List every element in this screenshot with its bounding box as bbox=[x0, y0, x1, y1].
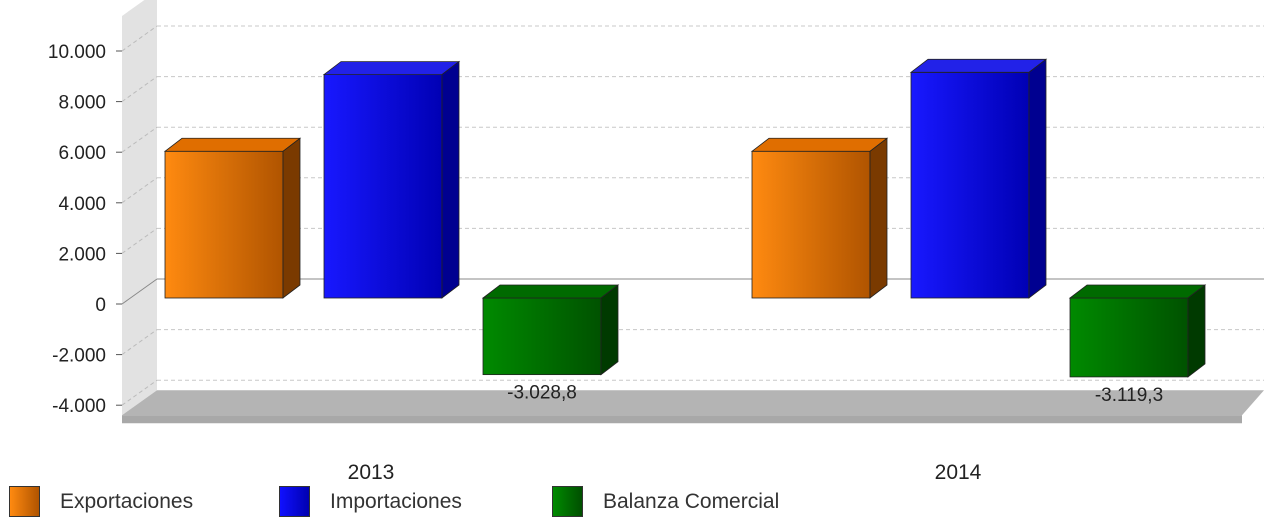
bar-exportaciones-2014 bbox=[750, 137, 889, 299]
gridline-diagonal bbox=[121, 379, 158, 406]
bar-front bbox=[910, 71, 1030, 299]
bar-top bbox=[1068, 284, 1207, 299]
bar-front bbox=[323, 74, 443, 299]
gridline-diagonal bbox=[121, 227, 158, 254]
legend-item-exportaciones: Exportaciones bbox=[9, 486, 193, 517]
bar-front bbox=[482, 297, 602, 376]
floor-edge bbox=[122, 415, 1242, 424]
plot-background bbox=[122, 0, 1264, 424]
legend-label-exportaciones: Exportaciones bbox=[60, 489, 194, 513]
bar-side bbox=[1028, 58, 1047, 299]
legend-item-importaciones: Importaciones bbox=[279, 486, 462, 517]
side-wall bbox=[122, 0, 157, 416]
y-tick-label: -2.000 bbox=[52, 346, 106, 367]
gridline-diagonal bbox=[121, 329, 158, 356]
gridline-diagonal bbox=[121, 177, 158, 204]
gridline-diagonal bbox=[121, 126, 158, 153]
y-tick-label: -4.000 bbox=[52, 396, 106, 417]
bars bbox=[163, 58, 1207, 378]
y-tick-label: 4.000 bbox=[58, 194, 106, 215]
floor bbox=[122, 390, 1264, 416]
bar-importaciones-2014 bbox=[909, 58, 1048, 299]
y-tick-label: 10.000 bbox=[48, 42, 106, 63]
bar-side bbox=[282, 137, 301, 299]
bar-side bbox=[441, 60, 460, 299]
legend: Exportaciones Importaciones Balanza Come… bbox=[0, 486, 1264, 518]
legend-item-balanza-comercial: Balanza Comercial bbox=[552, 486, 779, 517]
bar-balanza-comercial-2013 bbox=[481, 284, 620, 376]
bar-importaciones-2013 bbox=[322, 60, 461, 299]
bar-chart: 10.0008.0006.0004.0002.0000-2.000-4.000 … bbox=[48, 0, 1264, 484]
legend-label-importaciones: Importaciones bbox=[330, 489, 462, 513]
gridline-diagonal bbox=[121, 76, 158, 103]
gridline-diagonal bbox=[121, 278, 158, 305]
y-tick-label: 0 bbox=[95, 295, 106, 316]
x-tick-label-2013: 2013 bbox=[348, 461, 395, 484]
y-tick-label: 2.000 bbox=[58, 244, 106, 265]
data-label-balanza-comercial-2013: -3.028,8 bbox=[507, 383, 577, 404]
x-axis: 2013 2014 bbox=[348, 461, 982, 484]
legend-swatch-exportaciones bbox=[9, 486, 40, 517]
bar-top bbox=[909, 58, 1048, 73]
legend-swatch-balanza-comercial bbox=[552, 486, 583, 517]
legend-swatch-importaciones bbox=[279, 486, 310, 517]
data-labels: -3.028,8 -3.119,3 bbox=[507, 383, 1163, 406]
legend-label-balanza-comercial: Balanza Comercial bbox=[603, 489, 780, 513]
bar-front bbox=[751, 150, 871, 299]
data-label-balanza-comercial-2014: -3.119,3 bbox=[1095, 385, 1163, 406]
bar-front bbox=[164, 150, 284, 299]
y-tick-label: 6.000 bbox=[58, 143, 106, 164]
bar-exportaciones-2013 bbox=[163, 137, 302, 299]
bar-top bbox=[481, 284, 620, 299]
bar-side bbox=[600, 284, 619, 376]
bar-top bbox=[163, 137, 302, 152]
bar-balanza-comercial-2014 bbox=[1068, 284, 1207, 378]
x-tick-label-2014: 2014 bbox=[935, 461, 982, 484]
gridline-diagonal bbox=[121, 25, 158, 52]
bar-side bbox=[1187, 284, 1206, 378]
bar-front bbox=[1069, 297, 1189, 378]
y-axis: 10.000 8.000 6.000 4.000 2.000 0 -2.000 -4.000 bbox=[48, 42, 122, 417]
bar-top bbox=[322, 61, 461, 76]
bar-top bbox=[750, 137, 889, 152]
y-tick-label: 8.000 bbox=[58, 93, 106, 114]
bar-side bbox=[869, 137, 888, 299]
